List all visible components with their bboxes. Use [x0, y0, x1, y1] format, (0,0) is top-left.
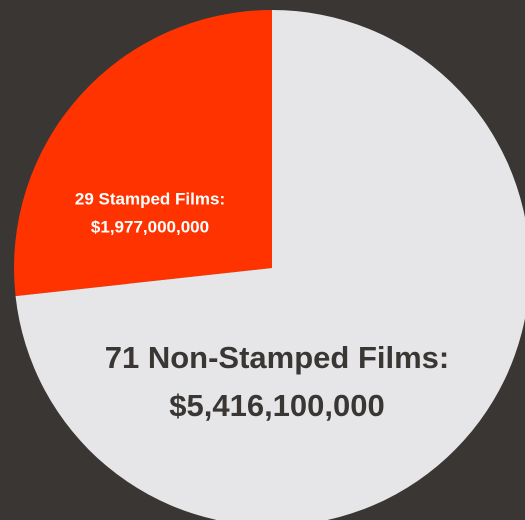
slice-label: 71 Non-Stamped Films: — [105, 340, 450, 375]
slice-value-label: $1,977,000,000 — [91, 217, 209, 236]
pie-slice — [14, 10, 273, 297]
slice-label: 29 Stamped Films: — [75, 189, 225, 208]
pie-slice — [15, 10, 525, 520]
slice-value-label: $5,416,100,000 — [169, 388, 385, 423]
